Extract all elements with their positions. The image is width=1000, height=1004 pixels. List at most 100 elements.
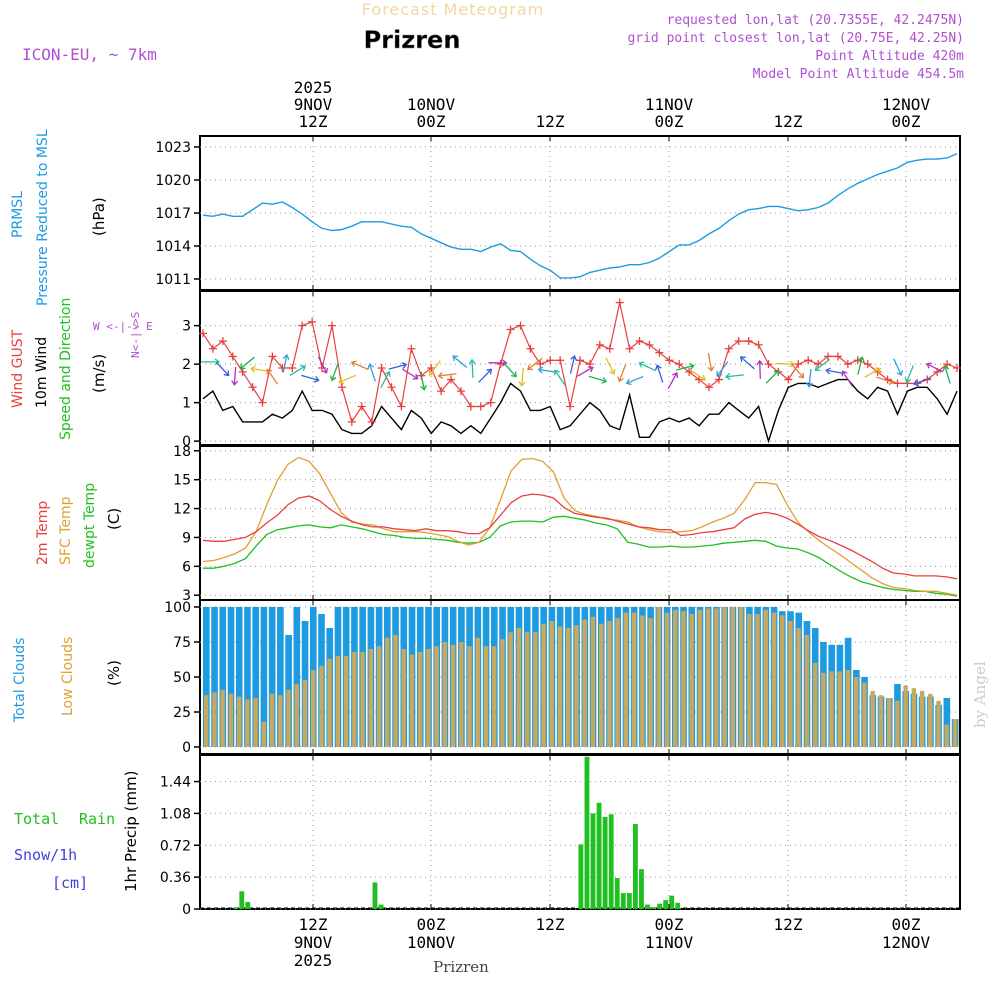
low-cloud-bar bbox=[804, 635, 810, 747]
gust-marker bbox=[268, 352, 277, 361]
top-time-label: 2025 bbox=[294, 78, 333, 97]
gust-marker bbox=[377, 364, 386, 372]
bottom-time-label: 12Z bbox=[774, 915, 803, 934]
gust-marker bbox=[506, 325, 515, 334]
temperature-panel bbox=[199, 445, 961, 601]
gust-label: Wind GUST bbox=[10, 329, 26, 408]
y-tick-label: 1.44 bbox=[160, 775, 191, 791]
wind-direction-arrow bbox=[452, 355, 468, 369]
y-tick-label: 0 bbox=[182, 902, 191, 918]
low-cloud-bar bbox=[533, 632, 538, 747]
wind-direction-arrow bbox=[420, 371, 427, 391]
gust-marker bbox=[288, 364, 297, 372]
clouds-unit: (%) bbox=[105, 660, 123, 686]
y-tick-label: 1 bbox=[182, 396, 191, 412]
gust-marker bbox=[367, 417, 376, 426]
wind-direction-arrow-stroke bbox=[942, 365, 951, 384]
gust-marker bbox=[218, 337, 227, 346]
low-cloud-bar bbox=[302, 679, 308, 747]
wind-unit: (m/s) bbox=[90, 354, 108, 393]
requested-coords: requested lon,lat (20.7355E, 42.2475N) bbox=[667, 13, 964, 28]
wind-direction-arrow bbox=[231, 366, 239, 386]
wind-direction-arrow-stroke bbox=[329, 363, 339, 382]
wind-dir-label: Speed and Direction bbox=[58, 298, 74, 440]
wind-label: 10m Wind bbox=[34, 337, 50, 408]
gust-marker bbox=[814, 360, 823, 369]
precip-bar bbox=[239, 891, 245, 909]
gust-marker bbox=[447, 375, 456, 384]
wind-direction-arrow-stroke bbox=[518, 367, 526, 387]
wind-direction-arrow bbox=[301, 374, 320, 383]
low-cloud-bar bbox=[409, 654, 415, 747]
wind-direction-arrow-stroke bbox=[676, 363, 695, 371]
wind-direction-arrow bbox=[942, 365, 951, 384]
wind-direction-arrow bbox=[266, 368, 279, 385]
wind-direction-arrow bbox=[388, 362, 408, 370]
pressure-label-2: Pressure Reduced to MSL bbox=[35, 129, 51, 306]
wind-direction-arrow-stroke bbox=[250, 365, 270, 373]
low-cloud-bar bbox=[747, 614, 752, 747]
wind-direction-arrow-stroke bbox=[689, 369, 706, 381]
top-time-label: 12NOV bbox=[882, 95, 931, 114]
low-cloud-bar bbox=[582, 619, 587, 747]
wind-direction-arrow bbox=[904, 365, 914, 384]
gust-marker bbox=[625, 344, 634, 353]
low-cloud-bar bbox=[541, 623, 546, 747]
low-cloud-bar bbox=[557, 626, 563, 747]
low-cloud-bar bbox=[516, 628, 522, 747]
top-time-label: 12Z bbox=[299, 112, 328, 131]
grid-coords: grid point closest lon,lat (20.75E, 42.2… bbox=[627, 31, 964, 46]
low-cloud-bar bbox=[269, 693, 275, 747]
precip-bar bbox=[626, 893, 632, 909]
wind-direction-arrow bbox=[765, 369, 780, 384]
precip-bar bbox=[620, 893, 626, 909]
wind-direction-arrow-stroke bbox=[625, 375, 644, 386]
gust-marker bbox=[397, 402, 406, 411]
wind-direction-arrow-stroke bbox=[215, 361, 230, 377]
footer-location: Prizren bbox=[433, 958, 489, 976]
gust-marker bbox=[635, 337, 644, 346]
y-tick-label: 25 bbox=[173, 705, 191, 721]
total-cloud-bar bbox=[268, 607, 276, 747]
low-cloud-bar bbox=[763, 609, 768, 747]
low-cloud-bar bbox=[294, 684, 299, 747]
data-marks bbox=[199, 152, 961, 909]
wind-direction-arrow bbox=[554, 369, 566, 386]
low-cloud-bar bbox=[886, 698, 892, 747]
low-cloud-bar bbox=[689, 614, 694, 747]
low-cloud-bar bbox=[278, 695, 283, 747]
wind-direction-arrow bbox=[250, 365, 270, 373]
wind-direction-arrow-stroke bbox=[388, 362, 408, 370]
wind-direction-arrow-stroke bbox=[289, 365, 307, 377]
gust-marker bbox=[337, 383, 346, 392]
wind-direction-arrow-stroke bbox=[537, 366, 557, 374]
low-cloud-bar bbox=[212, 692, 217, 747]
gust-marker bbox=[327, 321, 336, 330]
low-cloud-bar bbox=[220, 689, 225, 747]
wind-direction-arrow bbox=[289, 365, 307, 377]
y-tick-label: 18 bbox=[173, 444, 191, 460]
low-cloud-bar bbox=[385, 637, 390, 747]
bottom-time-label: 00Z bbox=[417, 915, 446, 934]
top-time-label: 00Z bbox=[655, 112, 684, 131]
wind-direction-arrow bbox=[667, 372, 679, 390]
gust-marker bbox=[853, 356, 862, 365]
temp2m-label: 2m Temp bbox=[35, 501, 51, 565]
grid-lines bbox=[200, 136, 960, 910]
gust-marker bbox=[754, 340, 763, 349]
snow-label: Snow/1h bbox=[14, 846, 77, 864]
wind-direction-arrow bbox=[925, 362, 944, 373]
wind-direction-arrow bbox=[841, 370, 853, 387]
wind-direction-arrow-stroke bbox=[468, 358, 476, 378]
total-cloud-bar bbox=[211, 607, 218, 747]
wind-direction-arrow-stroke bbox=[825, 367, 844, 375]
wind-direction-arrow bbox=[588, 375, 608, 384]
total-cloud-bar bbox=[943, 698, 951, 747]
gust-marker bbox=[764, 360, 773, 369]
y-tick-label: 100 bbox=[164, 600, 191, 616]
wind-direction-arrow bbox=[625, 375, 644, 386]
precip-bar bbox=[608, 814, 614, 909]
gust-marker bbox=[238, 367, 247, 376]
low-cloud-bar bbox=[360, 651, 365, 747]
wind-direction-arrow-stroke bbox=[239, 356, 255, 370]
